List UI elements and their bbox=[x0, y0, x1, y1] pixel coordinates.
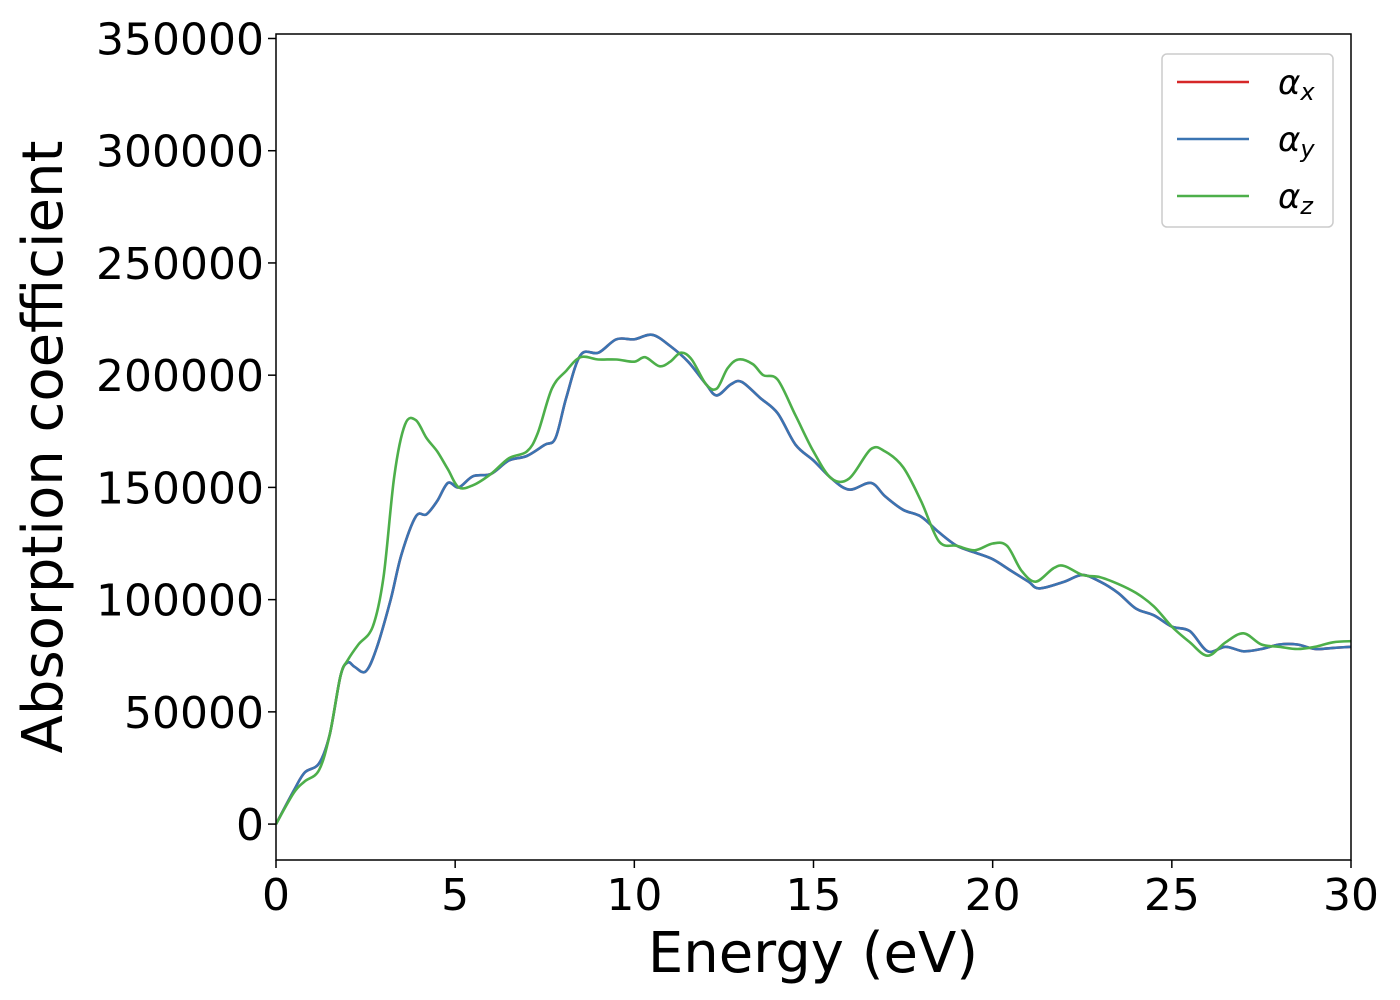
x-tick-label: 15 bbox=[786, 870, 842, 921]
series-line-αy bbox=[276, 333, 1351, 825]
y-tick-label: 150000 bbox=[96, 463, 264, 514]
x-tick-label: 25 bbox=[1144, 870, 1200, 921]
y-tick-label: 100000 bbox=[96, 576, 264, 627]
x-tick-label: 20 bbox=[965, 870, 1021, 921]
legend-label: αy bbox=[1278, 120, 1315, 163]
legend-subscript: x bbox=[1299, 78, 1315, 106]
legend-symbol: α bbox=[1278, 120, 1300, 160]
legend-label: αz bbox=[1278, 177, 1314, 220]
x-tick-label: 0 bbox=[262, 870, 290, 921]
series-layer bbox=[276, 333, 1351, 825]
legend-symbol: α bbox=[1278, 177, 1300, 217]
legend-label: αx bbox=[1278, 63, 1315, 106]
x-tick-label: 10 bbox=[606, 870, 662, 921]
legend-symbol: α bbox=[1278, 63, 1300, 103]
legend-subscript: z bbox=[1299, 192, 1314, 220]
y-tick-label: 350000 bbox=[96, 14, 264, 65]
y-tick-label: 0 bbox=[236, 800, 264, 851]
x-axis-title: Energy (eV) bbox=[648, 921, 978, 986]
y-axis-title: Absorption coefficient bbox=[11, 141, 76, 754]
y-axis-ticks: 0 50000 100000 150000 200000 250000 300000 3500… bbox=[96, 14, 276, 851]
legend-subscript: y bbox=[1299, 135, 1315, 163]
legend-box bbox=[1161, 53, 1334, 228]
y-tick-label: 300000 bbox=[96, 127, 264, 178]
x-tick-label: 5 bbox=[441, 870, 469, 921]
y-tick-label: 50000 bbox=[124, 688, 264, 739]
series-line-αz bbox=[276, 351, 1351, 825]
y-tick-label: 250000 bbox=[96, 239, 264, 290]
x-axis-ticks: 0 5 10 15 20 25 30 bbox=[262, 860, 1379, 921]
x-tick-label: 30 bbox=[1323, 870, 1379, 921]
y-tick-label: 200000 bbox=[96, 351, 264, 402]
